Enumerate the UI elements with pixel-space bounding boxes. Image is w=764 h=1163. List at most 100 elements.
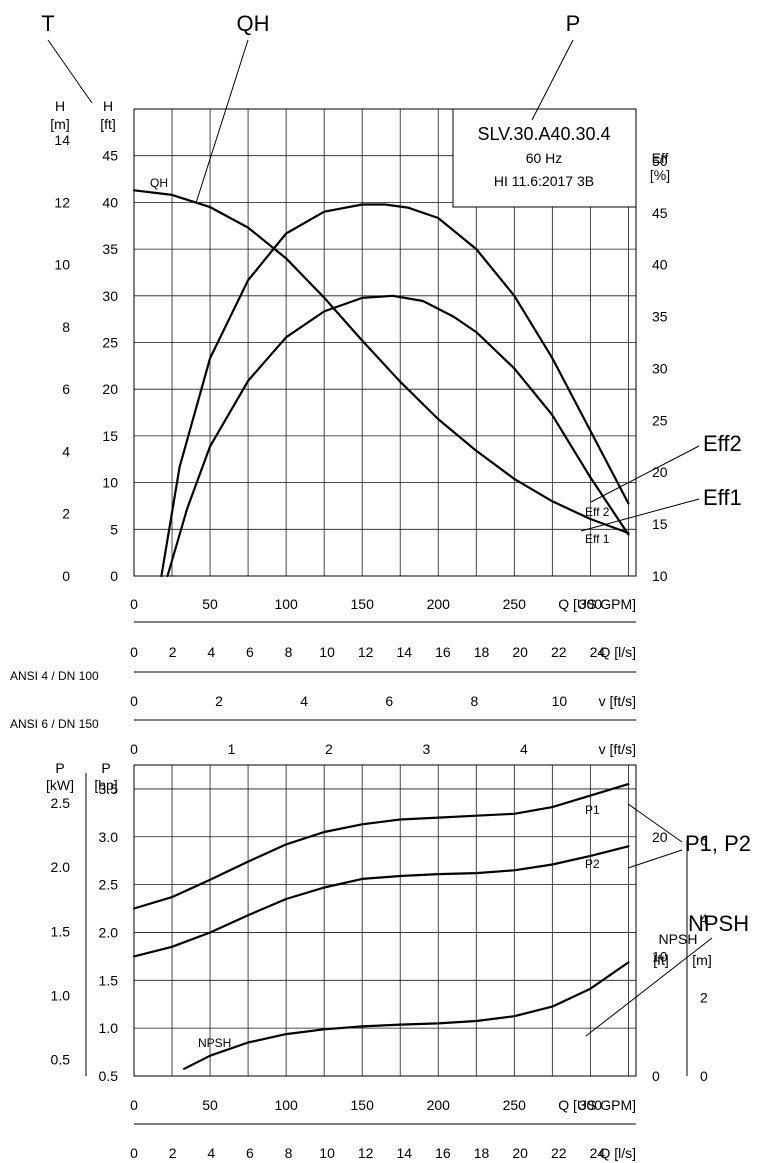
npsh-m-tick-label: 6 [700,833,708,849]
p-hp-tick-label: 1.0 [99,1020,119,1036]
velocity-scale-ansi6-title: ANSI 6 / DN 150 [10,717,99,731]
gpm-bottom-tick-label: 100 [274,1097,298,1113]
callout-eff1: Eff1 [703,485,742,510]
h-m-tick-label: 8 [62,319,70,335]
velocity-scale-ansi6-unit: v [ft/s] [599,741,636,757]
velocity-scale-ansi4-unit: v [ft/s] [599,693,636,709]
h-m-tick-label: 2 [62,506,70,522]
v-ansi6-tick-label: 0 [130,741,138,757]
callout-npsh-leader [585,937,713,1037]
eff-tick-label: 15 [652,516,668,532]
velocity-scale-ansi4: ANSI 4 / DN 100 v [ft/s] 0 2 4 6 8 10 [10,669,636,709]
v-ansi6-tick-label: 1 [228,741,236,757]
ls-scale-bottom-title: Q [l/s] [599,1145,636,1161]
npsh-m-tick-label: 4 [700,911,708,927]
gpm-tick-label: 0 [130,596,138,612]
gpm-bottom-tick-label: 250 [503,1097,527,1113]
qh-chart-curves [132,189,630,578]
callout-eff1-leader [580,498,700,532]
ls-bottom-tick-label: 22 [551,1145,567,1161]
q-gpm-axis-title: Q [US GPM] [558,596,636,612]
p-kw-axis-label: P [55,760,64,776]
h-m-tick-label: 12 [54,194,70,210]
h-m-tick-label: 4 [62,443,70,459]
npsh-m-tick-label: 2 [700,990,708,1006]
ls-bottom-tick-label: 6 [246,1145,254,1161]
p-hp-axis-unit: [hp] [94,777,117,793]
qh-curve-label: QH [150,176,168,190]
npsh-ft-tick-label: 0 [652,1068,660,1084]
power-chart-ticks: 0.5 1.0 1.5 2.0 2.5 0.5 1.0 1.5 2.0 2.5 3.0 3.5 0 10 2… [51,773,708,1113]
npsh-curve [183,961,630,1070]
q-gpm-axis-title-bottom: Q [US GPM] [558,1097,636,1113]
ls-bottom-tick-label: 2 [169,1145,177,1161]
power-chart-grid [134,765,636,1076]
v-ansi6-tick-label: 2 [325,741,333,757]
h-ft-tick-label: 35 [102,241,118,257]
gpm-bottom-tick-label: 50 [202,1097,218,1113]
h-ft-tick-label: 15 [102,428,118,444]
eff1-curve [166,294,630,578]
ls-bottom-tick-label: 16 [435,1145,451,1161]
ls-top-tick-label: 18 [474,644,490,660]
gpm-tick-label: 250 [503,596,527,612]
ls-top-tick-label: 20 [512,644,528,660]
eff-tick-label: 40 [652,257,668,273]
gpm-tick-label: 50 [202,596,218,612]
ls-top-tick-label: 14 [397,644,413,660]
callout-p: P [566,11,581,36]
eff-tick-label: 35 [652,309,668,325]
qh-curve [132,189,630,535]
h-ft-tick-label: 25 [102,335,118,351]
eff2-curve [160,203,630,578]
gpm-bottom-tick-label: 300 [579,1097,603,1113]
gpm-tick-label: 100 [274,596,298,612]
v-ansi6-tick-label: 3 [423,741,431,757]
ls-bottom-tick-label: 10 [319,1145,335,1161]
h-ft-tick-label: 0 [110,568,118,584]
eff-tick-label: 30 [652,360,668,376]
ls-top-tick-label: 8 [285,644,293,660]
callout-eff2-leader [590,445,700,503]
gpm-tick-label: 300 [579,596,603,612]
v-ansi4-tick-label: 10 [552,693,568,709]
velocity-scale-ansi4-title: ANSI 4 / DN 100 [10,669,99,683]
model-frequency: 60 Hz [526,150,563,166]
callout-qh: QH [237,11,270,36]
npsh-ft-tick-label: 20 [652,829,668,845]
h-m-axis-label: H [55,98,65,114]
p-kw-tick-label: 1.5 [51,923,71,939]
qh-chart-frame [133,108,637,577]
ls-bottom-tick-label: 4 [207,1145,215,1161]
gpm-tick-label: 150 [351,596,375,612]
ls-top-tick-label: 12 [358,644,374,660]
p-kw-tick-label: 0.5 [51,1052,71,1068]
gpm-bottom-tick-label: 0 [130,1097,138,1113]
callout-p2-leader [627,849,683,869]
callout-t: T [41,11,54,36]
callout-qh-leader [195,39,249,204]
gpm-tick-label: 200 [427,596,451,612]
h-ft-tick-label: 5 [110,521,118,537]
model-standard: HI 11.6:2017 3B [494,173,594,189]
ls-top-tick-label: 16 [435,644,451,660]
h-m-tick-label: 0 [62,568,70,584]
p-kw-tick-label: 2.5 [51,795,71,811]
power-npsh-chart: 0.5 1.0 1.5 2.0 2.5 0.5 1.0 1.5 2.0 2.5 3.0 3.5 0 10 2… [46,760,751,1113]
gpm-bottom-tick-label: 200 [427,1097,451,1113]
flow-ls-scale-top: Q [l/s] 0 2 4 6 8 10 12 14 16 18 20 22 24 [130,621,636,660]
h-ft-tick-label: 30 [102,288,118,304]
qh-efficiency-chart: 0246810121405101520253035404510152025303… [41,11,741,612]
h-m-tick-label: 14 [54,132,70,148]
power-chart-frame [133,764,637,1077]
callout-eff2: Eff2 [703,431,742,456]
h-m-tick-label: 6 [62,381,70,397]
npsh-m-tick-label: 0 [700,1068,708,1084]
p-hp-tick-label: 1.5 [99,972,119,988]
eff-tick-label: 50 [652,153,668,169]
ls-bottom-tick-label: 18 [474,1145,490,1161]
p1-curve [132,783,630,910]
h-ft-axis-label: H [103,98,113,114]
h-m-axis-unit: [m] [50,116,69,132]
